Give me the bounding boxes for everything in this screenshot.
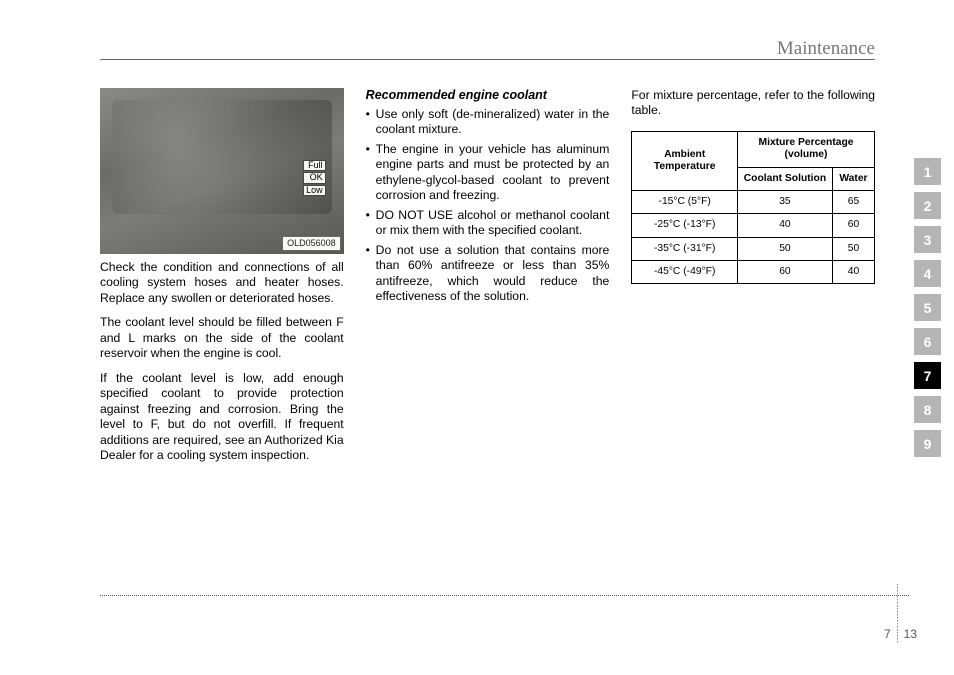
tab-2[interactable]: 2 bbox=[914, 192, 941, 219]
footer-section: 7 bbox=[884, 627, 891, 641]
tab-1[interactable]: 1 bbox=[914, 158, 941, 185]
cell-water: 65 bbox=[832, 191, 874, 214]
bullet-1: Use only soft (de-mineralized) water in … bbox=[366, 107, 610, 138]
tab-3[interactable]: 3 bbox=[914, 226, 941, 253]
cell-coolant: 40 bbox=[738, 214, 833, 237]
tab-7[interactable]: 7 bbox=[914, 362, 941, 389]
cell-temp: -45°C (-49°F) bbox=[632, 261, 738, 284]
cell-temp: -15°C (5°F) bbox=[632, 191, 738, 214]
footer-rule bbox=[100, 595, 909, 596]
content-columns: Full OK Low OLD056008 Check the conditio… bbox=[100, 88, 875, 473]
cell-coolant: 35 bbox=[738, 191, 833, 214]
mixture-table: Ambient Temperature Mixture Percentage (… bbox=[631, 131, 875, 284]
cell-water: 40 bbox=[832, 261, 874, 284]
th-ambient: Ambient Temperature bbox=[632, 131, 738, 190]
bullet-2: The engine in your vehicle has aluminum … bbox=[366, 142, 610, 204]
table-row: -35°C (-31°F) 50 50 bbox=[632, 237, 875, 260]
column-1: Full OK Low OLD056008 Check the conditio… bbox=[100, 88, 344, 473]
table-row: -45°C (-49°F) 60 40 bbox=[632, 261, 875, 284]
footer-page: 13 bbox=[904, 627, 917, 641]
cell-coolant: 60 bbox=[738, 261, 833, 284]
footer-divider-icon bbox=[897, 584, 898, 644]
table-row: -15°C (5°F) 35 65 bbox=[632, 191, 875, 214]
section-tabs: 1 2 3 4 5 6 7 8 9 bbox=[914, 158, 941, 464]
section-title: Maintenance bbox=[777, 38, 875, 59]
bullet-4: Do not use a solution that contains more… bbox=[366, 243, 610, 305]
th-coolant: Coolant Solution bbox=[738, 167, 833, 190]
image-code: OLD056008 bbox=[282, 236, 341, 251]
cell-water: 50 bbox=[832, 237, 874, 260]
marker-low: Low bbox=[303, 185, 326, 196]
cell-temp: -25°C (-13°F) bbox=[632, 214, 738, 237]
tab-9[interactable]: 9 bbox=[914, 430, 941, 457]
tab-4[interactable]: 4 bbox=[914, 260, 941, 287]
col1-para-2: The coolant level should be filled betwe… bbox=[100, 315, 344, 361]
coolant-bullets: Use only soft (de-mineralized) water in … bbox=[366, 107, 610, 305]
col1-para-1: Check the condition and connections of a… bbox=[100, 260, 344, 306]
column-3: For mixture percentage, refer to the fol… bbox=[631, 88, 875, 473]
coolant-level-markers: Full OK Low bbox=[303, 160, 326, 197]
tab-6[interactable]: 6 bbox=[914, 328, 941, 355]
marker-full: Full bbox=[303, 160, 326, 171]
marker-ok: OK bbox=[303, 172, 326, 183]
mixture-intro: For mixture percentage, refer to the fol… bbox=[631, 88, 875, 119]
th-water: Water bbox=[832, 167, 874, 190]
table-row: -25°C (-13°F) 40 60 bbox=[632, 214, 875, 237]
th-mixture: Mixture Percentage (volume) bbox=[738, 131, 875, 167]
tab-5[interactable]: 5 bbox=[914, 294, 941, 321]
col1-para-3: If the coolant level is low, add enough … bbox=[100, 371, 344, 464]
page-header: Maintenance bbox=[100, 38, 875, 60]
column-2: Recommended engine coolant Use only soft… bbox=[366, 88, 610, 473]
bullet-3: DO NOT USE alcohol or methanol coolant o… bbox=[366, 208, 610, 239]
tab-8[interactable]: 8 bbox=[914, 396, 941, 423]
cell-coolant: 50 bbox=[738, 237, 833, 260]
cell-water: 60 bbox=[832, 214, 874, 237]
engine-coolant-photo: Full OK Low OLD056008 bbox=[100, 88, 344, 254]
footer-page-number: 7 13 bbox=[884, 604, 917, 664]
coolant-subheading: Recommended engine coolant bbox=[366, 88, 610, 104]
cell-temp: -35°C (-31°F) bbox=[632, 237, 738, 260]
